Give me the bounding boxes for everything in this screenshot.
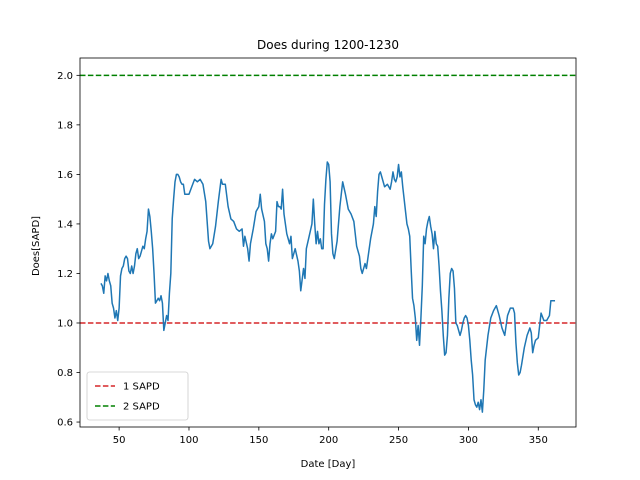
y-tick-label: 1.4 <box>57 219 73 230</box>
legend-label-2: 2 SAPD <box>123 402 160 413</box>
x-tick-label: 100 <box>179 435 198 446</box>
x-tick-label: 250 <box>389 435 408 446</box>
chart-title: Does during 1200-1230 <box>257 38 399 52</box>
y-tick-label: 2.0 <box>57 71 73 82</box>
plot-area <box>80 74 576 413</box>
series-line-1 <box>100 161 556 413</box>
y-tick-label: 1.2 <box>57 269 73 280</box>
y-tick-label: 1.0 <box>57 318 73 329</box>
x-tick-label: 200 <box>319 435 338 446</box>
x-tick-label: 150 <box>249 435 268 446</box>
x-tick-label: 350 <box>529 435 548 446</box>
legend-label-1: 1 SAPD <box>123 382 160 393</box>
axes: 50 100 150 200 250 300 350 0.6 0.8 1.0 1.2 1.4 1.6 1.… <box>57 57 577 446</box>
y-tick-label: 1.8 <box>57 120 73 131</box>
x-axis-label: Date [Day] <box>301 459 356 470</box>
y-tick-label: 0.8 <box>57 368 73 379</box>
legend: 1 SAPD 2 SAPD <box>86 371 189 421</box>
y-axis-label: Does[SAPD] <box>31 216 42 276</box>
legend-box <box>86 371 189 421</box>
y-tick-label: 0.6 <box>57 418 73 429</box>
x-tick-label: 300 <box>459 435 478 446</box>
x-tick-label: 50 <box>113 435 126 446</box>
y-tick-label: 1.6 <box>57 170 73 181</box>
axes-frame <box>79 57 577 428</box>
